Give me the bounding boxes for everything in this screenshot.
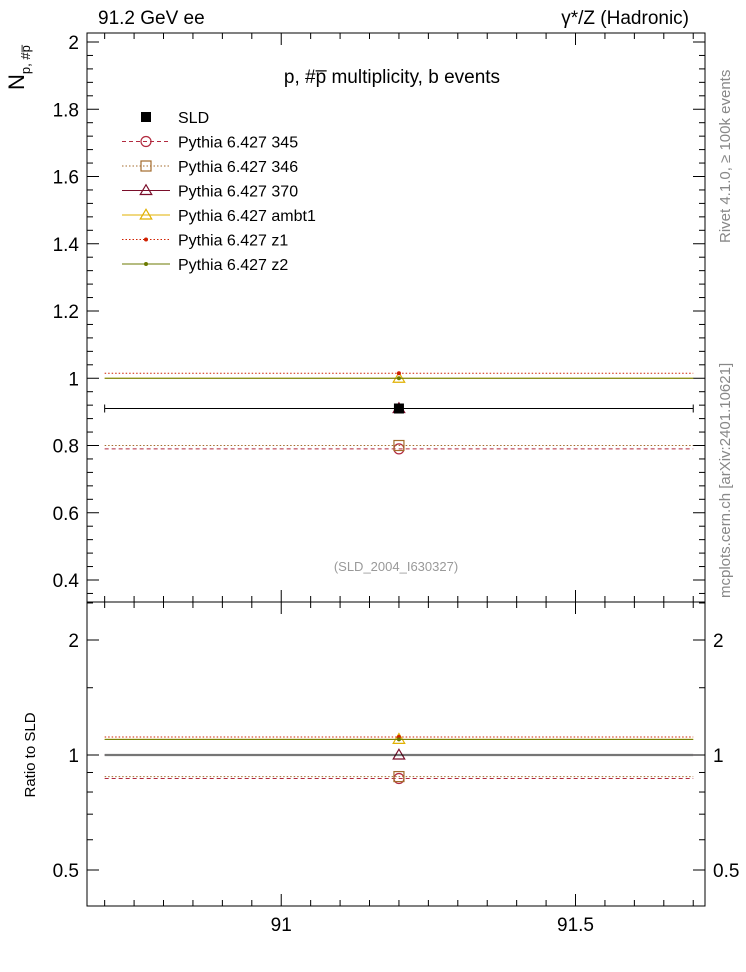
x-tick-label-91-5: 91.5 bbox=[557, 915, 594, 936]
ratio-pythia-6-427-ambt1-marker bbox=[392, 732, 406, 744]
y-tick-label-1-6: 1.6 bbox=[53, 168, 79, 189]
process-label: γ*/Z (Hadronic) bbox=[561, 8, 689, 29]
legend-pythia-6-427-z2-marker bbox=[144, 262, 148, 266]
y-axis-label-main: N bbox=[4, 74, 29, 90]
ratio-tick-label-left-2: 2 bbox=[68, 631, 79, 652]
ratio-pythia-6-427-346-marker bbox=[393, 770, 405, 783]
legend-pythia-6-427-370-marker bbox=[139, 183, 153, 196]
legend-pythia-6-427-z1-label: Pythia 6.427 z1 bbox=[178, 233, 288, 250]
ratio-axis-label: Ratio to SLD bbox=[22, 712, 39, 797]
legend-pythia-6-427-z1-marker bbox=[144, 237, 148, 242]
y-tick-label-1-2: 1.2 bbox=[53, 302, 79, 323]
energy-label: 91.2 GeV ee bbox=[98, 8, 205, 29]
x-tick-label-91: 91 bbox=[271, 915, 292, 936]
y-tick-label-1: 1 bbox=[68, 369, 79, 390]
legend-pythia-6-427-345-label: Pythia 6.427 345 bbox=[178, 135, 298, 152]
ratio-plot-frame bbox=[86, 601, 706, 907]
legend-pythia-6-427-346-label: Pythia 6.427 346 bbox=[178, 159, 298, 176]
ratio-tick-label-left-1: 1 bbox=[68, 746, 79, 767]
legend-pythia-6-427-345-marker bbox=[140, 135, 152, 148]
ratio-tick-label-right-1: 1 bbox=[713, 746, 724, 767]
series-pythia-6-427-z1-marker bbox=[396, 371, 401, 376]
ratio-sld-band bbox=[104, 753, 694, 757]
legend-pythia-6-427-z2-label: Pythia 6.427 z2 bbox=[178, 257, 288, 274]
legend-sld-marker bbox=[141, 112, 151, 122]
series-sld-marker bbox=[393, 403, 404, 414]
y-tick-label-0-6: 0.6 bbox=[53, 504, 79, 525]
legend-pythia-6-427-346-marker bbox=[140, 160, 152, 172]
legend-pythia-6-427-ambt1-marker bbox=[139, 208, 153, 220]
y-tick-label-0-4: 0.4 bbox=[53, 571, 80, 592]
ratio-pythia-6-427-z2-marker bbox=[396, 737, 401, 742]
y-tick-label-2: 2 bbox=[68, 33, 79, 54]
analysis-watermark: (SLD_2004_I630327) bbox=[334, 559, 458, 574]
series-pythia-6-427-346-marker bbox=[393, 439, 405, 452]
series-pythia-6-427-z2-marker bbox=[396, 376, 401, 381]
ratio-pythia-6-427-370-marker bbox=[392, 748, 406, 760]
series-pythia-6-427-ambt1-marker bbox=[392, 371, 406, 383]
y-tick-label-1-4: 1.4 bbox=[53, 235, 80, 256]
legend-sld-label: SLD bbox=[178, 110, 209, 127]
y-axis-label: Np, #p̅ bbox=[4, 45, 33, 90]
ratio-tick-label-left-0-5: 0.5 bbox=[53, 861, 79, 882]
ratio-tick-label-right-0-5: 0.5 bbox=[713, 861, 739, 882]
y-tick-label-1-8: 1.8 bbox=[53, 100, 79, 121]
y-tick-label-0-8: 0.8 bbox=[53, 437, 79, 458]
legend-pythia-6-427-ambt1-label: Pythia 6.427 ambt1 bbox=[178, 208, 316, 225]
ratio-tick-label-right-2: 2 bbox=[713, 631, 724, 652]
chart-title: p, #p̅ multiplicity, b events bbox=[284, 67, 500, 88]
y-axis-label-sub: p, #p̅ bbox=[18, 45, 33, 74]
legend-pythia-6-427-370-label: Pythia 6.427 370 bbox=[178, 184, 298, 201]
